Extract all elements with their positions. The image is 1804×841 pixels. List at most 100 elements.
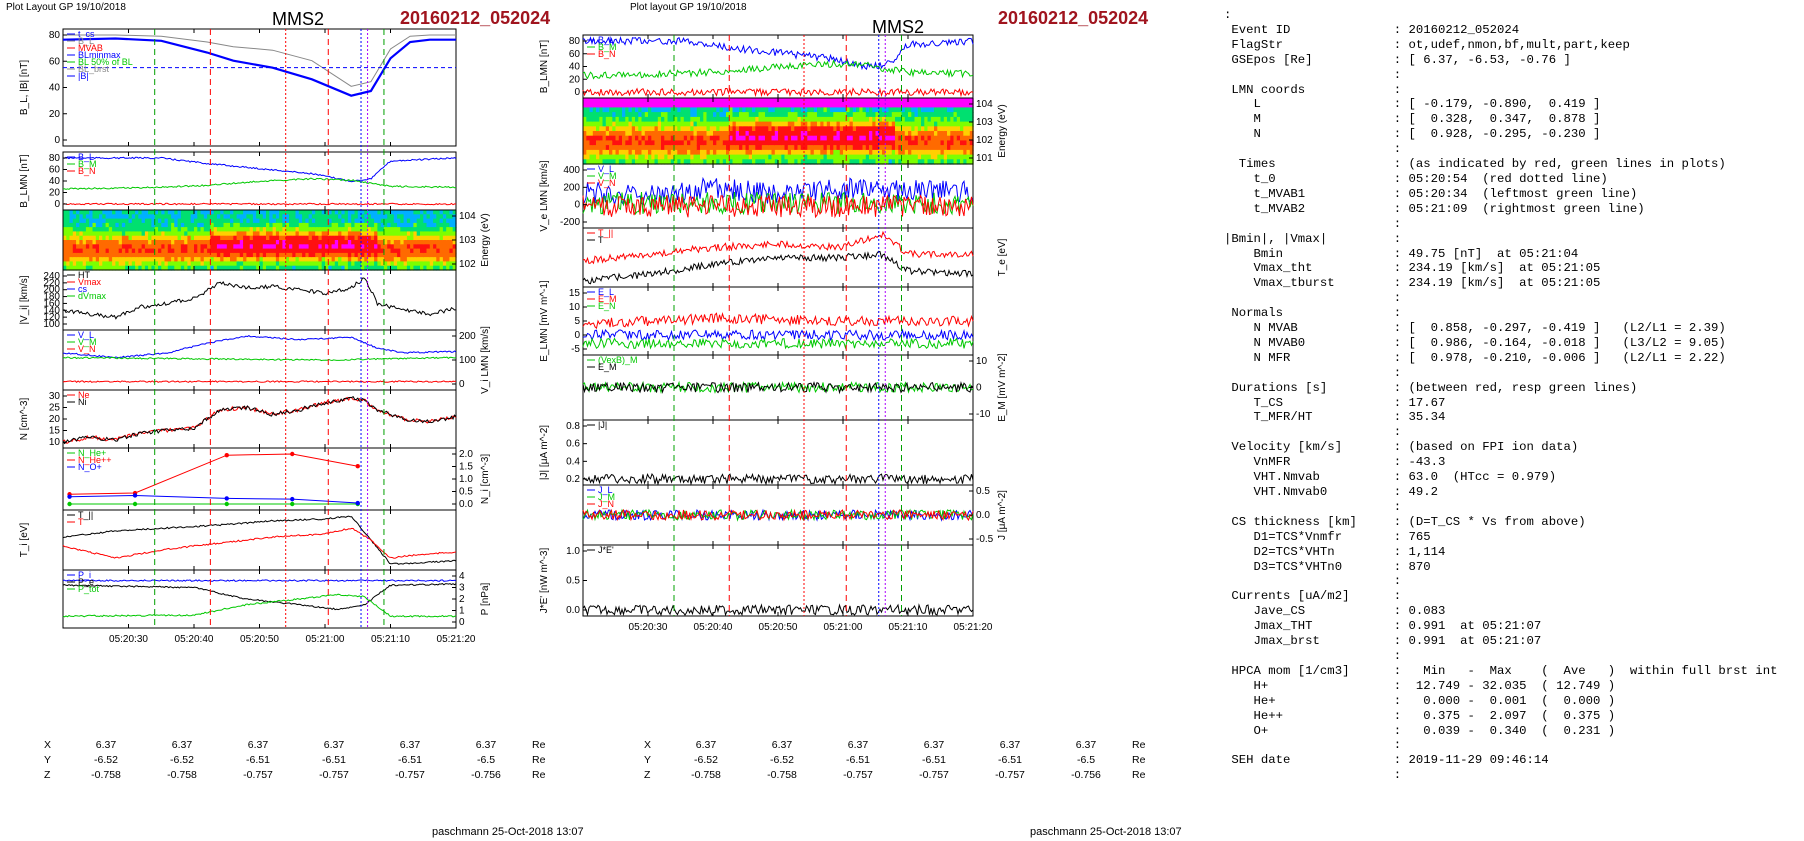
spectrogram-cell xyxy=(108,240,113,245)
spectrogram-cell xyxy=(308,227,313,232)
spectrogram-cell xyxy=(657,145,662,151)
spectrogram-cell xyxy=(953,149,958,156)
spectrogram-cell xyxy=(839,154,844,160)
spectrogram-cell xyxy=(813,131,818,137)
spectrogram-cell xyxy=(618,112,623,118)
spectrogram-cell xyxy=(755,149,760,156)
spectrogram-cell xyxy=(380,248,385,254)
spectrogram-cell xyxy=(843,131,847,137)
info-line: CS thickness [km] : (D=T_CS * Vs from ab… xyxy=(1231,514,1586,529)
series-line xyxy=(62,37,456,97)
spectrogram-cell xyxy=(285,248,290,254)
spectrogram-cell xyxy=(969,112,974,118)
series-line xyxy=(582,472,974,486)
spectrogram-cell xyxy=(784,131,789,137)
spectrogram-cell xyxy=(752,145,756,151)
spectrogram-cell xyxy=(687,98,691,104)
spectrogram-cell xyxy=(898,131,903,137)
spectrogram-cell xyxy=(216,252,221,258)
spectrogram-cell xyxy=(121,227,126,232)
spectrogram-cell xyxy=(826,98,831,104)
spectrogram-cell xyxy=(716,107,721,113)
spectrogram-cell xyxy=(449,240,454,245)
spectrogram-cell xyxy=(625,107,630,113)
spectrogram-cell xyxy=(605,126,610,132)
spectrogram-cell xyxy=(197,235,202,241)
spectrogram-cell xyxy=(732,145,737,151)
spectrogram-cell xyxy=(144,240,149,245)
spectrogram-cell xyxy=(243,244,247,250)
spectrogram-cell xyxy=(602,145,607,151)
spectrogram-cell xyxy=(921,98,925,104)
spectrogram-cell xyxy=(364,252,369,258)
spectrogram-cell xyxy=(230,231,234,237)
spectrogram-cell xyxy=(108,257,113,262)
spectrogram-cell xyxy=(914,107,919,113)
spectrogram-cell xyxy=(836,112,841,118)
spectrogram-cell xyxy=(69,261,74,267)
spectrogram-cell xyxy=(667,131,672,137)
spectrogram-cell xyxy=(226,252,231,258)
spectrogram-cell xyxy=(661,149,665,156)
spectrogram-cell xyxy=(203,210,208,215)
spectrogram-cell xyxy=(758,145,763,151)
spectrogram-cell xyxy=(615,121,620,127)
spectrogram-cell xyxy=(413,252,418,258)
spectrogram-cell xyxy=(739,112,743,118)
spectrogram-cell xyxy=(63,235,67,241)
spectrogram-cell xyxy=(390,210,395,215)
spectrogram-cell xyxy=(872,98,877,104)
spectrogram-cell xyxy=(813,154,818,160)
spectrogram-cell xyxy=(800,121,805,127)
spectrogram-cell xyxy=(778,126,782,132)
spectrogram-cell xyxy=(289,261,293,267)
spectrogram-cell xyxy=(311,231,316,237)
spectrogram-cell xyxy=(755,121,760,127)
spectrogram-cell xyxy=(102,257,107,262)
legend-entry: BL_brst xyxy=(78,64,110,74)
spectrogram-cell xyxy=(334,210,339,215)
spectrogram-cell xyxy=(194,244,198,250)
spectrogram-cell xyxy=(784,140,789,146)
spectrogram-cell xyxy=(755,135,760,141)
spectrogram-cell xyxy=(115,235,120,241)
spectrogram-cell xyxy=(875,159,880,165)
spectrogram-cell xyxy=(200,257,205,262)
spectrogram-cell xyxy=(99,244,103,250)
spectrogram-cell xyxy=(174,252,179,258)
spectrogram-cell xyxy=(331,231,336,237)
spectrogram-cell xyxy=(236,257,241,262)
spectrogram-cell xyxy=(817,107,821,113)
spectrogram-cell xyxy=(865,102,870,108)
middle-position-row: X 6.37 6.37 6.37 6.37 6.37 6.37 Re xyxy=(644,737,1145,752)
spectrogram-cell xyxy=(969,98,974,104)
spectrogram-cell xyxy=(943,154,948,160)
spectrogram-cell xyxy=(275,222,280,228)
spectrogram-cell xyxy=(272,214,277,220)
spectrogram-cell xyxy=(197,240,202,245)
spectrogram-cell xyxy=(249,210,254,215)
spectrogram-cell xyxy=(112,227,116,232)
spectrogram-cell xyxy=(125,240,130,245)
spectrogram-cell xyxy=(683,107,688,113)
spectrogram-cell xyxy=(318,222,323,228)
spectrogram-cell xyxy=(85,235,90,241)
spectrogram-cell xyxy=(921,149,925,156)
spectrogram-cell xyxy=(882,98,886,104)
spectrogram-cell xyxy=(325,265,329,271)
spectrogram-cell xyxy=(596,112,600,118)
spectrogram-cell xyxy=(654,140,659,146)
spectrogram-cell xyxy=(135,265,139,271)
spectrogram-cell xyxy=(194,248,198,254)
spectrogram-cell xyxy=(420,210,424,215)
spectrogram-cell xyxy=(755,116,760,123)
position-label: Y xyxy=(644,753,652,766)
spectrogram-cell xyxy=(817,145,821,151)
spectrogram-cell xyxy=(194,227,198,232)
spectrogram-cell xyxy=(966,140,971,146)
spectrogram-cell xyxy=(200,222,205,228)
spectrogram-cell xyxy=(207,235,211,241)
spectrogram-cell xyxy=(657,135,662,141)
spectrogram-cell xyxy=(446,227,451,232)
spectrogram-cell xyxy=(377,235,382,241)
